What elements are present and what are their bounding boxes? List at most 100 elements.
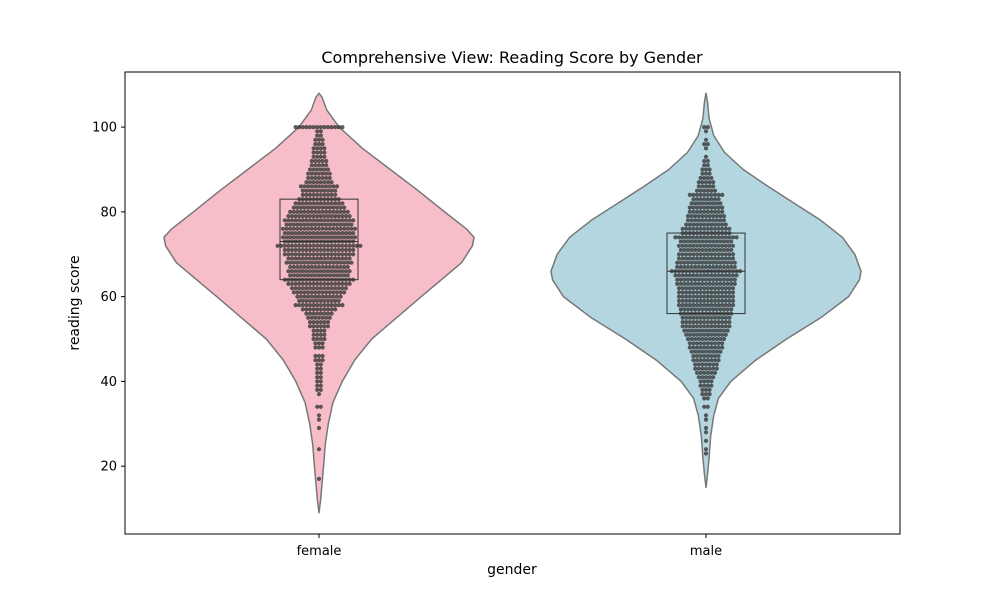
swarm-point bbox=[331, 222, 336, 227]
swarm-point bbox=[309, 163, 314, 168]
swarm-point bbox=[300, 243, 305, 248]
swarm-point bbox=[707, 201, 712, 206]
swarm-point bbox=[700, 260, 705, 265]
swarm-point bbox=[720, 320, 725, 325]
swarm-point bbox=[678, 264, 683, 270]
swarm-point bbox=[298, 209, 304, 214]
swarm-point bbox=[709, 192, 714, 197]
swarm-point bbox=[705, 252, 710, 257]
swarm-point bbox=[318, 383, 323, 388]
swarm-point bbox=[342, 209, 347, 214]
swarm-point bbox=[327, 209, 332, 214]
swarm-point bbox=[347, 243, 352, 248]
swarm-point bbox=[306, 205, 311, 210]
swarm-point bbox=[311, 180, 316, 185]
swarm-point bbox=[289, 247, 295, 253]
swarm-point bbox=[334, 273, 340, 278]
swarm-point bbox=[693, 349, 698, 354]
swarm-point bbox=[318, 167, 323, 172]
swarm-point bbox=[300, 252, 305, 257]
swarm-point bbox=[333, 243, 338, 248]
swarm-point bbox=[325, 307, 331, 312]
swarm-point bbox=[687, 205, 692, 210]
swarm-point bbox=[707, 218, 712, 223]
swarm-point bbox=[331, 260, 336, 265]
swarm-point bbox=[709, 324, 714, 329]
swarm-point bbox=[347, 214, 352, 219]
swarm-point bbox=[711, 184, 716, 189]
swarm-point bbox=[702, 315, 707, 320]
swarm-point bbox=[702, 197, 707, 202]
swarm-point bbox=[297, 243, 302, 248]
swarm-point bbox=[712, 303, 718, 308]
swarm-point bbox=[291, 264, 296, 270]
swarm-point bbox=[313, 315, 318, 320]
swarm-point bbox=[685, 307, 691, 312]
swarm-point bbox=[309, 222, 314, 227]
swarm-point bbox=[725, 277, 730, 282]
swarm-point bbox=[324, 260, 329, 265]
swarm-point bbox=[284, 260, 289, 265]
swarm-point bbox=[307, 247, 313, 253]
swarm-point bbox=[318, 320, 323, 325]
swarm-point bbox=[307, 180, 313, 185]
swarm-point bbox=[691, 353, 696, 359]
swarm-point bbox=[315, 188, 320, 193]
swarm-point bbox=[331, 209, 336, 214]
swarm-point bbox=[316, 235, 322, 240]
swarm-point bbox=[311, 146, 316, 151]
swarm-point bbox=[696, 328, 701, 333]
swarm-point bbox=[307, 167, 313, 172]
swarm-point bbox=[684, 286, 689, 291]
swarm-point bbox=[720, 290, 725, 295]
swarm-point bbox=[700, 184, 705, 189]
swarm-point bbox=[723, 324, 728, 329]
swarm-point bbox=[727, 235, 732, 240]
swarm-point bbox=[718, 336, 723, 342]
swarm-point bbox=[703, 146, 709, 151]
swarm-point bbox=[343, 243, 349, 248]
swarm-point bbox=[675, 260, 680, 265]
swarm-point bbox=[304, 252, 309, 257]
swarm-point bbox=[334, 294, 340, 299]
swarm-point bbox=[293, 247, 298, 253]
swarm-point bbox=[307, 303, 313, 308]
swarm-point bbox=[338, 205, 343, 210]
swarm-point bbox=[720, 286, 725, 291]
swarm-point bbox=[694, 294, 700, 299]
swarm-point bbox=[331, 290, 336, 295]
swarm-point bbox=[322, 336, 327, 342]
swarm-point bbox=[702, 341, 707, 346]
swarm-point bbox=[293, 214, 298, 219]
swarm-point bbox=[293, 231, 298, 236]
swarm-point bbox=[705, 404, 710, 409]
swarm-point bbox=[304, 201, 309, 206]
swarm-point bbox=[696, 375, 701, 380]
swarm-point bbox=[702, 370, 707, 375]
swarm-point bbox=[352, 235, 358, 240]
swarm-point bbox=[709, 290, 714, 295]
swarm-point bbox=[345, 235, 350, 240]
swarm-point bbox=[680, 315, 685, 320]
swarm-point bbox=[316, 425, 322, 431]
swarm-point bbox=[347, 269, 352, 274]
swarm-point bbox=[696, 281, 701, 286]
swarm-point bbox=[313, 137, 318, 142]
swarm-point bbox=[727, 303, 732, 308]
swarm-point bbox=[705, 370, 710, 375]
swarm-point bbox=[678, 281, 683, 286]
swarm-point bbox=[306, 209, 311, 214]
swarm-point bbox=[720, 235, 725, 240]
swarm-point bbox=[702, 358, 707, 363]
swarm-point bbox=[698, 197, 703, 202]
swarm-point bbox=[333, 307, 338, 312]
swarm-point bbox=[315, 167, 320, 172]
swarm-point bbox=[702, 175, 707, 181]
swarm-point bbox=[313, 341, 318, 346]
swarm-point bbox=[700, 362, 705, 367]
swarm-point bbox=[309, 264, 314, 270]
swarm-point bbox=[693, 366, 698, 371]
swarm-point bbox=[327, 171, 332, 176]
swarm-point bbox=[698, 175, 703, 181]
